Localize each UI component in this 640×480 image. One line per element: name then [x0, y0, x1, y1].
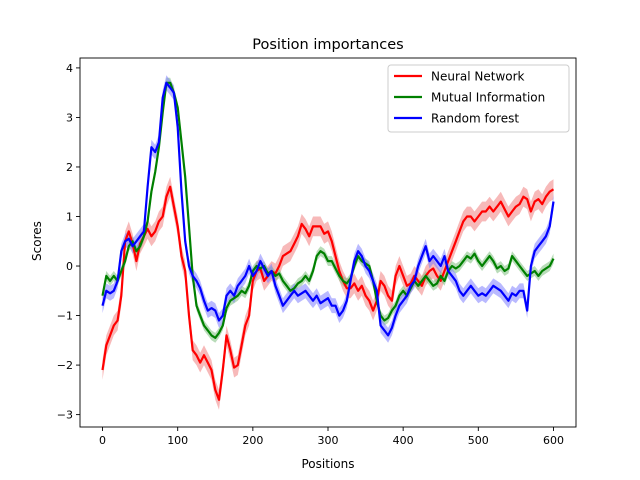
y-tick-label: 3: [66, 111, 73, 124]
y-tick-label: −3: [57, 409, 73, 422]
x-axis: 0 100 200 300 400 500 600: [99, 427, 564, 447]
x-tick-label: 600: [543, 434, 564, 447]
y-tick-label: 2: [66, 161, 73, 174]
legend-entry: Mutual Information: [431, 91, 545, 105]
series-line-neural-network: [101, 185, 555, 401]
x-tick-label: 0: [99, 434, 106, 447]
legend-entry: Random forest: [431, 112, 519, 126]
y-axis-label: Scores: [30, 221, 44, 261]
x-axis-label: Positions: [302, 457, 355, 471]
y-axis: −3 −2 −1 0 1 2 3 4: [57, 62, 80, 422]
y-tick-label: 1: [66, 210, 73, 223]
x-tick-label: 100: [167, 434, 188, 447]
x-tick-label: 500: [468, 434, 489, 447]
chart-title: Position importances: [252, 37, 403, 53]
legend: Neural Network Mutual Information Random f…: [387, 64, 570, 133]
legend-box: [387, 64, 570, 133]
x-tick-label: 300: [318, 434, 339, 447]
lines-layer: [101, 81, 555, 401]
y-tick-label: 4: [66, 62, 73, 75]
series-line-random-forest: [101, 81, 555, 337]
legend-entry: Neural Network: [431, 70, 525, 84]
y-tick-label: −2: [57, 359, 73, 372]
series-line-mutual-information: [101, 81, 555, 339]
x-tick-label: 200: [242, 434, 263, 447]
y-tick-label: −1: [57, 310, 73, 323]
y-tick-label: 0: [66, 260, 73, 273]
x-tick-label: 400: [393, 434, 414, 447]
band-neural-network: [102, 176, 554, 410]
